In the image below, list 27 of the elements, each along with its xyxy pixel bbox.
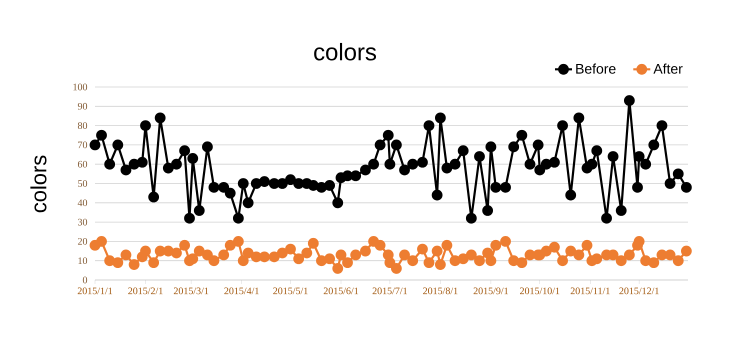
y-tick-label: 10: [78, 257, 88, 264]
legend-label: After: [653, 64, 683, 74]
x-tick-label: 2015/4/1: [224, 288, 259, 294]
x-tick-label: 2015/3/1: [174, 288, 208, 294]
y-axis-title: colors: [30, 156, 46, 212]
x-tick-label: 2015/1/1: [78, 288, 112, 294]
y-tick-label: 90: [78, 102, 88, 110]
y-tick-label: 0: [82, 276, 88, 284]
x-tick-label: 2015/6/1: [324, 288, 358, 294]
y-tick-label: 70: [78, 142, 88, 148]
legend-label: Before: [576, 64, 616, 74]
y-tick-label: 20: [78, 238, 88, 245]
x-tick-label: 2015/2/1: [128, 288, 163, 294]
x-tick-label: 2015/8/1: [423, 288, 458, 294]
x-tick-label: 2015/5/1: [273, 288, 308, 294]
y-tick-label: 100: [73, 84, 88, 90]
y-tick-label: 30: [78, 218, 88, 226]
x-tick-label: 2015/10/1: [520, 288, 560, 294]
x-tick-label: 2015/11/1: [570, 288, 610, 294]
chart-title: colors: [314, 42, 376, 60]
y-tick-label: 50: [78, 180, 88, 187]
y-tick-label: 60: [78, 160, 88, 168]
y-tick-label: 40: [78, 199, 88, 206]
x-tick-label: 2015/9/1: [474, 288, 508, 294]
x-tick-label: 2015/12/1: [619, 288, 659, 294]
x-tick-label: 2015/7/1: [372, 288, 408, 294]
y-tick-label: 80: [78, 122, 88, 129]
